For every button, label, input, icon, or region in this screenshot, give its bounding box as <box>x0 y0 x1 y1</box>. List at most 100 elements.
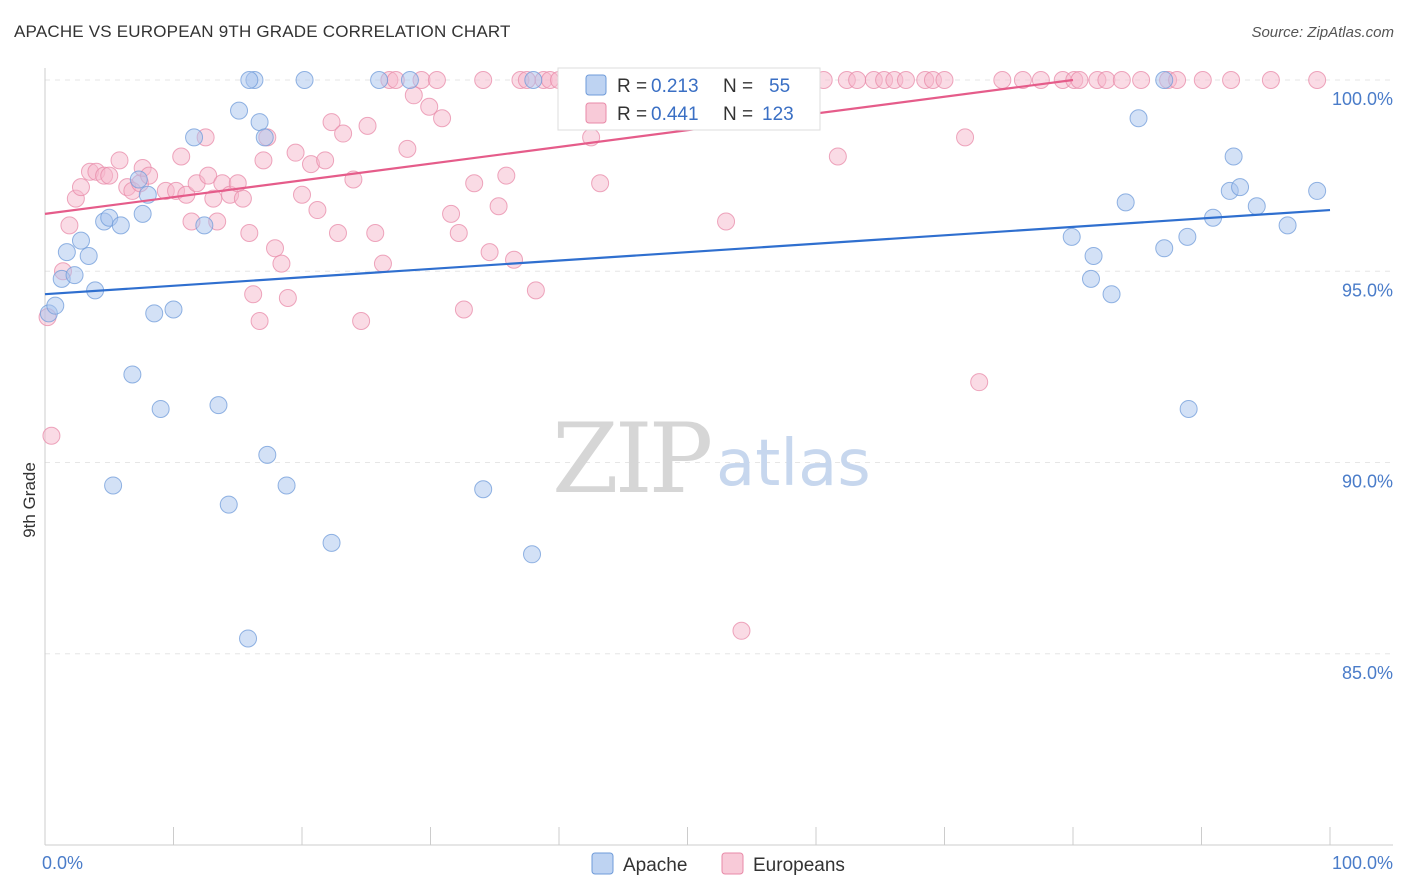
europeans-swatch <box>585 102 607 124</box>
apache-point <box>79 246 98 265</box>
europeans-point <box>100 166 119 185</box>
legend-europeans-label: Europeans <box>753 855 845 876</box>
europeans-point <box>454 300 473 319</box>
europeans-point <box>420 97 439 116</box>
apache-point <box>209 396 228 415</box>
apache-point <box>400 71 419 89</box>
apache-trend-line <box>44 208 1331 296</box>
europeans-point <box>358 116 377 135</box>
apache-point <box>474 480 493 499</box>
stats-legend: R = 0.213 N = 55 R = 0.441 N = 123 <box>557 67 821 131</box>
europeans-point <box>474 71 493 89</box>
apache-point <box>1308 181 1327 200</box>
apache-r-value: 0.213 <box>651 76 699 97</box>
apache-point <box>295 71 314 89</box>
apache-point <box>219 495 238 514</box>
apache-point <box>104 476 123 495</box>
europeans-point <box>1308 71 1327 89</box>
watermark: ZIP atlas <box>552 403 871 515</box>
europeans-point <box>352 311 371 330</box>
europeans-point <box>322 113 341 132</box>
apache-point <box>240 71 259 89</box>
europeans-point <box>591 174 610 193</box>
y-tick-label: 85.0% <box>1342 663 1393 683</box>
apache-point <box>111 216 130 235</box>
europeans-point <box>956 128 975 147</box>
europeans-point <box>293 185 311 204</box>
europeans-trend-line <box>44 78 1074 215</box>
europeans-point <box>1097 71 1116 89</box>
source-credit: Source: ZipAtlas.com <box>1251 24 1394 41</box>
europeans-point <box>266 239 285 258</box>
apache-point <box>1116 193 1135 212</box>
apache-points <box>39 71 1327 648</box>
x-tick-label-start: 0.0% <box>42 853 83 873</box>
y-tick-label: 90.0% <box>1342 472 1393 492</box>
apache-point <box>1247 197 1266 216</box>
europeans-n-value: 123 <box>762 104 794 125</box>
apache-n-label: N = <box>723 76 753 97</box>
europeans-point <box>828 147 847 166</box>
europeans-point <box>1222 71 1241 89</box>
europeans-point <box>366 224 385 242</box>
apache-point <box>230 101 249 120</box>
apache-point <box>71 231 90 250</box>
apache-swatch <box>585 74 607 96</box>
europeans-point <box>433 109 452 128</box>
apache-point <box>370 71 389 89</box>
europeans-point <box>71 178 90 197</box>
europeans-point <box>199 166 218 185</box>
apache-point <box>250 113 269 132</box>
apache-point <box>195 216 214 235</box>
europeans-point <box>334 124 353 143</box>
apache-point <box>164 300 183 319</box>
europeans-point <box>244 285 263 304</box>
y-axis-title: 9th Grade <box>20 462 39 538</box>
apache-point <box>277 476 296 495</box>
europeans-point <box>110 151 129 170</box>
europeans-point <box>1193 71 1212 89</box>
apache-point <box>322 533 341 552</box>
europeans-point <box>505 250 524 269</box>
watermark-atlas: atlas <box>716 427 871 501</box>
europeans-point <box>526 281 545 300</box>
europeans-point <box>373 254 392 273</box>
apache-r-label: R = <box>617 76 647 97</box>
apache-point <box>46 296 65 315</box>
europeans-point <box>497 166 516 185</box>
bottom-legend: Apache Europeans <box>591 852 845 876</box>
europeans-point <box>427 71 446 89</box>
apache-point <box>1231 178 1250 197</box>
europeans-point <box>250 311 269 330</box>
europeans-r-value: 0.441 <box>651 104 699 125</box>
europeans-point <box>993 71 1012 89</box>
europeans-point <box>970 373 989 392</box>
x-tick-label-end: 100.0% <box>1332 853 1393 873</box>
apache-point <box>255 128 274 147</box>
europeans-point <box>442 204 461 223</box>
europeans-point <box>398 139 417 158</box>
europeans-point <box>316 151 335 170</box>
europeans-point <box>465 174 484 193</box>
apache-point <box>1062 227 1081 246</box>
apache-point <box>1224 147 1243 166</box>
europeans-point <box>1112 71 1131 89</box>
europeans-point <box>935 71 954 89</box>
europeans-point <box>449 224 468 242</box>
apache-point <box>151 399 170 418</box>
europeans-point <box>272 254 291 273</box>
europeans-point <box>896 71 915 89</box>
europeans-point <box>1132 71 1151 89</box>
europeans-point <box>732 621 751 640</box>
europeans-point <box>204 189 223 208</box>
apache-point <box>523 545 542 564</box>
europeans-point <box>328 224 347 242</box>
europeans-point <box>42 426 61 445</box>
europeans-n-label: N = <box>723 104 753 125</box>
apache-point <box>239 629 258 648</box>
europeans-point <box>1261 71 1280 89</box>
axes <box>44 68 1393 846</box>
apache-point <box>258 445 277 464</box>
europeans-point <box>278 289 297 308</box>
